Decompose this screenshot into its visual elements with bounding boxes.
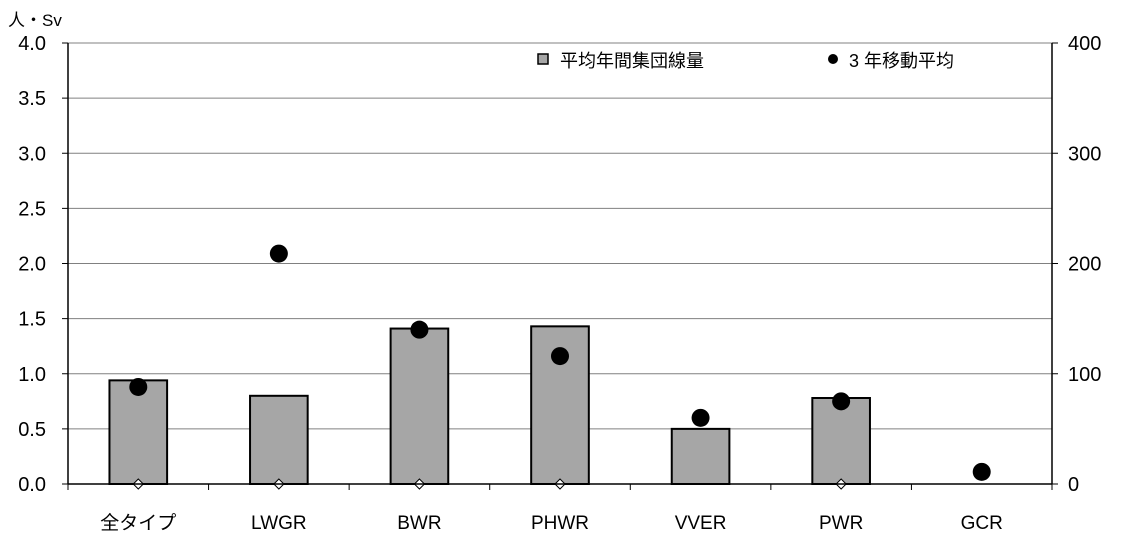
dot-BWR — [410, 320, 429, 339]
left-tick-label: 3.5 — [18, 88, 46, 110]
bar-全タイプ — [108, 379, 169, 485]
right-tick-label: 400 — [1068, 33, 1101, 55]
dot-全タイプ — [129, 377, 148, 396]
category-label: BWR — [397, 513, 441, 534]
right-axis-ticks: 0 100 200 300 400 — [1052, 33, 1101, 496]
legend-dot-label: 3 年移動平均 — [849, 51, 954, 71]
left-axis-ticks: 0.0 0.5 1.0 1.5 2.0 2.5 3.0 3.5 4.0 — [18, 33, 68, 496]
category-label: LWGR — [251, 513, 307, 534]
left-tick-label: 1.5 — [18, 309, 46, 331]
left-tick-label: 0.5 — [18, 419, 46, 441]
bar-VVER — [670, 427, 731, 485]
right-tick-label: 300 — [1068, 143, 1101, 165]
category-labels: 全タイプ LWGR BWR PHWR VVER PWR GCR — [100, 512, 1003, 534]
left-tick-label: 1.0 — [18, 364, 46, 386]
dot-GCR — [972, 462, 991, 481]
bar-PWR — [811, 397, 871, 486]
moving-average-points — [129, 244, 991, 481]
left-tick-label: 4.0 — [18, 33, 46, 55]
bar-BWR — [389, 327, 450, 485]
left-tick-label: 2.0 — [18, 254, 46, 276]
bars — [108, 325, 871, 486]
left-tick-label: 0.0 — [18, 474, 46, 496]
category-label: VVER — [675, 513, 727, 534]
left-tick-label: 2.5 — [18, 198, 46, 220]
right-tick-label: 0 — [1068, 474, 1079, 496]
dot-LWGR — [269, 244, 288, 263]
grid-lines — [68, 42, 1052, 430]
right-tick-label: 100 — [1068, 364, 1101, 386]
bar-LWGR — [249, 394, 309, 485]
legend-bar-label: 平均年間集団線量 — [560, 51, 704, 71]
left-tick-label: 3.0 — [18, 143, 46, 165]
legend: 平均年間集団線量 3 年移動平均 — [537, 51, 954, 71]
legend-bar-swatch — [537, 53, 549, 65]
category-label: GCR — [961, 513, 1003, 534]
category-label: 全タイプ — [100, 512, 176, 534]
category-label: PHWR — [531, 513, 589, 534]
dot-PWR — [832, 392, 851, 411]
legend-dot-swatch — [828, 54, 838, 64]
right-tick-label: 200 — [1068, 254, 1101, 276]
dot-PHWR — [551, 347, 569, 366]
dot-VVER — [691, 408, 710, 427]
zero-markers — [132, 478, 847, 490]
category-label: PWR — [819, 513, 863, 534]
y-axis-unit-label: 人・Sv — [8, 11, 62, 30]
